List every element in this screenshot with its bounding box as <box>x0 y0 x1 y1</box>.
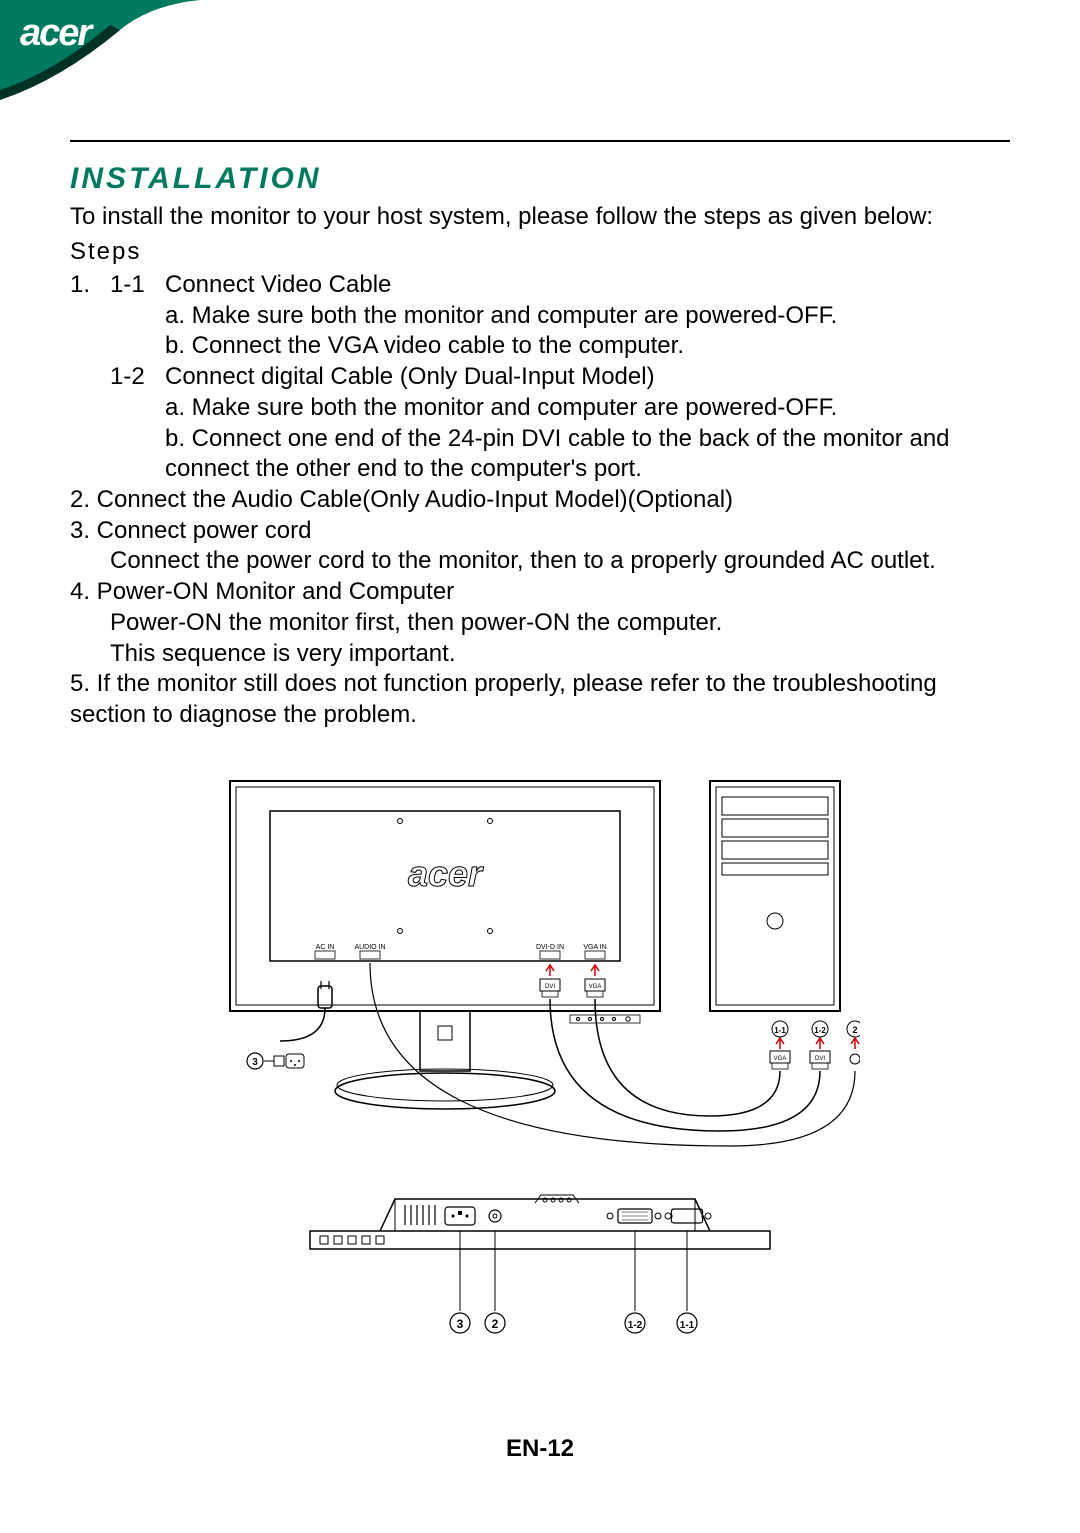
pc-connectors: 1-1 VGA 1-2 DVI 2 <box>770 1021 860 1069</box>
steps-label: Steps <box>70 238 1010 266</box>
divider <box>70 140 1010 142</box>
step-4-title: 4. Power-ON Monitor and Computer <box>70 577 1010 608</box>
step-3-body: Connect the power cord to the monitor, t… <box>70 546 1010 577</box>
step-1-2-b: b. Connect one end of the 24-pin DVI cab… <box>70 424 1010 485</box>
svg-text:1-2: 1-2 <box>814 1026 826 1035</box>
step-1-1-b: b. Connect the VGA video cable to the co… <box>70 331 1010 362</box>
step-4-body2: This sequence is very important. <box>70 639 1010 670</box>
step-1-2-a: a. Make sure both the monitor and comput… <box>70 393 1010 424</box>
port-label-vga: VGA IN <box>583 944 606 951</box>
step-1-2-title: 1-2 Connect digital Cable (Only Dual-Inp… <box>70 362 1010 393</box>
port-label-ac: AC IN <box>316 944 335 951</box>
callout-3: 3 <box>457 1317 464 1331</box>
svg-text:2: 2 <box>852 1025 857 1035</box>
steps-list: 1. 1-1 Connect Video Cable a. Make sure … <box>70 270 1010 731</box>
intro-text: To install the monitor to your host syst… <box>70 202 1010 232</box>
port-label-audio: AUDIO IN <box>354 944 385 951</box>
step-text: Connect digital Cable (Only Dual-Input M… <box>165 362 1010 393</box>
step-4-body1: Power-ON the monitor first, then power-O… <box>70 608 1010 639</box>
connector-vga: VGA <box>585 965 605 997</box>
step-subnumber: 1-1 <box>110 270 165 301</box>
step-subnumber: 1-2 <box>110 362 165 393</box>
vga-cable <box>595 999 780 1116</box>
svg-text:VGA: VGA <box>774 1056 787 1062</box>
svg-text:1-1: 1-1 <box>774 1026 786 1035</box>
page-content: INSTALLATION To install the monitor to y… <box>0 100 1080 1391</box>
port-label-dvi: DVI-D IN <box>536 944 564 951</box>
dvi-cable <box>550 999 820 1131</box>
svg-text:acer: acer <box>408 853 484 894</box>
step-5: 5. If the monitor still does not functio… <box>70 669 1010 730</box>
audio-cable <box>370 963 855 1146</box>
step-text: Connect Video Cable <box>165 270 1010 301</box>
pc-tower <box>710 781 840 1011</box>
callout-2: 2 <box>492 1317 499 1331</box>
step-1-1-title: 1. 1-1 Connect Video Cable <box>70 270 1010 301</box>
page-number: EN-12 <box>0 1435 1080 1463</box>
step-number-blank <box>70 362 110 393</box>
connector-dvi: DVI <box>540 965 560 997</box>
brand-logo: acer <box>20 12 90 55</box>
svg-text:DVI: DVI <box>545 984 555 990</box>
svg-text:VGA: VGA <box>589 984 602 990</box>
svg-text:DVI: DVI <box>815 1056 825 1062</box>
section-title: INSTALLATION <box>70 162 1010 196</box>
callout-1-2: 1-2 <box>628 1320 643 1331</box>
diagram-area: acer AC IN AUDIO IN DVI-D IN VGA IN DVI <box>70 771 1010 1351</box>
installation-diagram-ports: 3 2 1-2 1-1 <box>300 1181 780 1351</box>
installation-diagram-monitor-pc: acer AC IN AUDIO IN DVI-D IN VGA IN DVI <box>220 771 860 1151</box>
step-3-title: 3. Connect power cord <box>70 516 1010 547</box>
step-number: 1. <box>70 270 110 301</box>
page-header: acer <box>0 0 1080 100</box>
step-2: 2. Connect the Audio Cable(Only Audio-In… <box>70 485 1010 516</box>
svg-text:3: 3 <box>252 1057 258 1068</box>
callout-1-1: 1-1 <box>680 1320 695 1331</box>
step-1-1-a: a. Make sure both the monitor and comput… <box>70 301 1010 332</box>
